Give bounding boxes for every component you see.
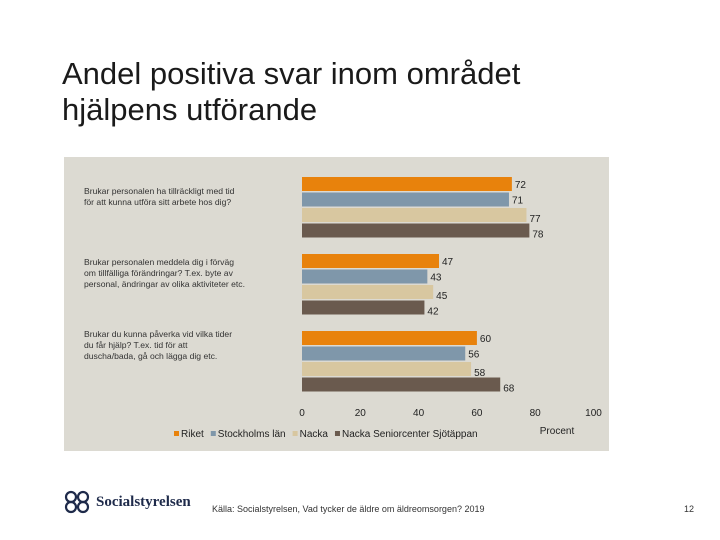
bar-3-stockholms-l-n — [302, 346, 466, 361]
legend-label-1: Riket — [181, 429, 204, 440]
bar-3-nacka — [302, 362, 472, 376]
socialstyrelsen-logo: Socialstyrelsen — [64, 487, 191, 517]
category-label-1-line-2: för att kunna utföra sitt arbete hos dig… — [84, 197, 231, 207]
value-label-3-2: 56 — [468, 350, 480, 361]
value-label-3-3: 58 — [474, 368, 486, 379]
bar-1-nacka-seniorcenter-sj-t-ppan — [302, 223, 530, 238]
legend-label-3: Nacka — [300, 429, 329, 440]
bar-chart: Brukar personalen ha tillräckligt med ti… — [84, 177, 602, 440]
legend-swatch-1 — [174, 431, 179, 436]
category-label-2-line-2: om tillfälliga förändringar? T.ex. byte … — [84, 268, 234, 278]
legend-swatch-3 — [292, 431, 298, 436]
slide-title-line-2: hjälpens utförande — [62, 92, 318, 127]
category-label-3-line-1: Brukar du kunna påverka vid vilka tider — [84, 329, 232, 339]
legend-label-2: Stockholms län — [218, 429, 286, 440]
bar-1-riket — [302, 177, 512, 191]
page-number: 12 — [684, 504, 695, 514]
value-label-3-1: 60 — [480, 334, 492, 345]
logo-mark-icon — [64, 490, 90, 514]
category-label-2-line-3: personal, ändringar av olika aktiviteter… — [84, 279, 245, 289]
bar-1-stockholms-l-n — [302, 192, 509, 207]
bar-3-nacka-seniorcenter-sj-t-ppan — [302, 377, 501, 392]
logo-text: Socialstyrelsen — [96, 493, 191, 510]
slide-title-line-1: Andel positiva svar inom området — [62, 56, 521, 91]
x-tick-label-100: 100 — [585, 408, 602, 419]
value-label-2-3: 45 — [436, 291, 448, 302]
category-label-3-line-3: duscha/bada, gå och lägga dig etc. — [84, 351, 217, 361]
value-label-2-2: 43 — [430, 273, 442, 284]
x-tick-label-60: 60 — [471, 408, 483, 419]
value-label-1-3: 77 — [529, 214, 541, 225]
legend-label-4: Nacka Seniorcenter Sjötäppan — [342, 429, 478, 440]
value-label-1-1: 72 — [515, 180, 527, 191]
value-label-1-2: 71 — [512, 196, 524, 207]
legend-swatch-4 — [334, 431, 340, 436]
x-tick-label-20: 20 — [355, 408, 367, 419]
source-note: Källa: Socialstyrelsen, Vad tycker de äl… — [212, 504, 485, 514]
value-label-2-1: 47 — [442, 257, 454, 268]
bar-1-nacka — [302, 208, 527, 222]
category-label-3-line-2: du får hjälp? T.ex. tid för att — [84, 340, 188, 350]
value-label-3-4: 68 — [503, 384, 515, 395]
x-tick-label-40: 40 — [413, 408, 425, 419]
legend-swatch-2 — [210, 431, 216, 436]
bar-2-nacka — [302, 285, 434, 299]
bar-2-nacka-seniorcenter-sj-t-ppan — [302, 300, 425, 315]
value-label-2-4: 42 — [427, 307, 439, 318]
bar-2-stockholms-l-n — [302, 269, 428, 284]
value-label-1-4: 78 — [532, 230, 544, 241]
chart-panel: Brukar personalen ha tillräckligt med ti… — [64, 157, 609, 451]
x-axis-label: Procent — [540, 426, 575, 437]
category-label-1-line-1: Brukar personalen ha tillräckligt med ti… — [84, 186, 235, 196]
bar-2-riket — [302, 254, 440, 268]
bar-3-riket — [302, 331, 477, 345]
x-tick-label-0: 0 — [299, 408, 305, 419]
slide-title: Andel positiva svar inom området hjälpen… — [62, 56, 662, 128]
x-tick-label-80: 80 — [530, 408, 542, 419]
category-label-2-line-1: Brukar personalen meddela dig i förväg — [84, 257, 234, 267]
